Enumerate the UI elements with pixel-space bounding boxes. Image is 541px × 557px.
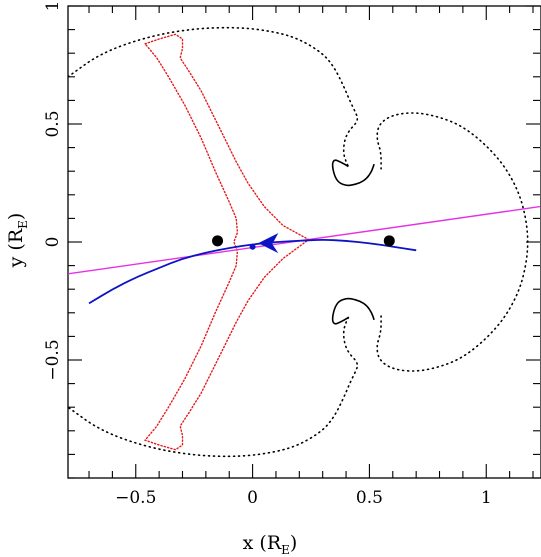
y-tick-label: 0 [43,237,63,248]
critical-curve-outer-lower [68,316,359,458]
plot-curves [68,26,540,458]
critical-curve-inner-lower [331,297,375,325]
x-axis-label: x (RE) [243,532,298,557]
axis-ticks [68,5,540,479]
critical-curve-outer [68,26,359,168]
critical-curve-right [376,112,529,372]
x-tick-label: 0 [247,488,258,508]
lens-mass [383,235,395,247]
critical-curve-inner-upper [331,159,375,187]
source-trajectory [88,239,417,305]
x-tick-label: 1 [481,488,492,508]
tick-labels: −0.5 0 0.5 1 −0.5 0 0.5 1 [43,1,492,508]
x-tick-label: −0.5 [115,488,156,508]
caustic-curve [143,33,310,451]
plot-frame [67,5,541,479]
source-position [249,243,256,250]
y-tick-label: 0.5 [43,110,63,137]
x-tick-label: 0.5 [356,488,383,508]
lens-mass [212,235,224,247]
y-axis-label: y (RE) [5,213,30,269]
trajectory-arrow [258,233,279,254]
y-tick-label: 1 [43,1,63,12]
y-tick-label: −0.5 [43,339,63,380]
